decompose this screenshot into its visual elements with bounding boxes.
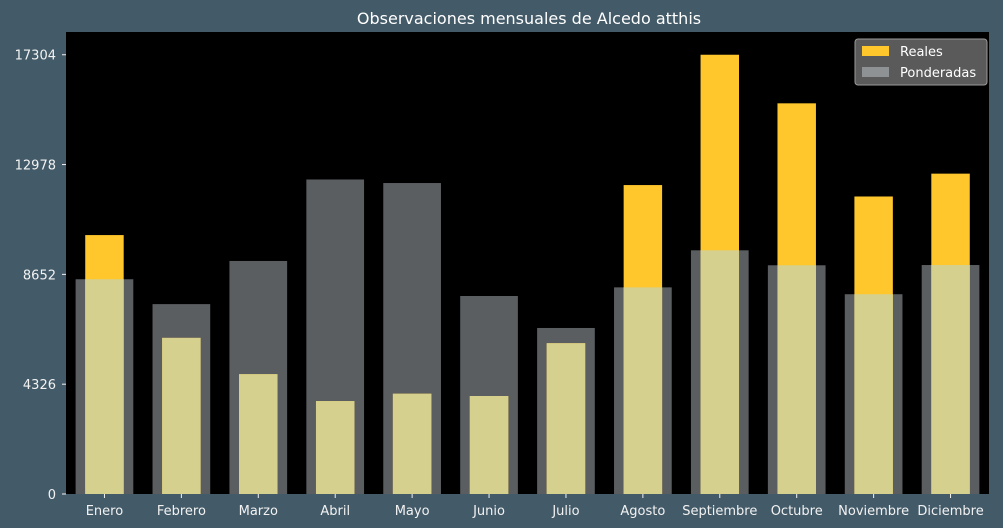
bar-overlap-6 [546,343,586,494]
x-tick-label-4: Mayo [395,504,430,519]
x-tick-label-9: Octubre [771,504,823,519]
bar-overlap-5 [469,396,509,494]
y-tick-label-1: 4326 [23,378,56,393]
x-axis: Enero Febrero Marzo Abril Mayo Junio Julio Agos… [86,494,984,519]
legend: Reales Ponderadas [854,38,988,86]
bar-overlap-4 [392,393,432,494]
legend-label-reales: Reales [900,45,943,60]
legend-swatch-ponderadas [862,67,889,77]
x-tick-label-1: Febrero [157,504,206,519]
legend-swatch-reales [862,46,889,56]
bar-overlap-8 [700,250,740,494]
y-tick-label-4: 17304 [15,49,56,64]
legend-label-ponderadas: Ponderadas [900,66,976,81]
x-tick-label-10: Noviembre [838,504,909,519]
bar-overlap-2 [239,374,278,494]
actual-bars [85,54,970,495]
y-tick-label-0: 0 [48,488,56,503]
x-tick-label-3: Abril [320,504,350,519]
x-tick-label-6: Julio [551,504,579,519]
x-tick-label-2: Marzo [239,504,278,519]
x-tick-label-8: Septiembre [682,504,757,519]
x-tick-label-0: Enero [86,504,124,519]
bar-overlap-7 [623,287,663,494]
bar-overlap-11 [931,265,970,494]
y-axis: 0 4326 8652 12978 17304 [15,49,66,503]
bar-overlap-0 [85,279,124,494]
bar-overlap-10 [854,294,893,494]
x-tick-label-5: Junio [472,504,505,519]
x-tick-label-11: Diciembre [917,504,983,519]
y-tick-label-2: 8652 [23,268,56,283]
bar-overlap-3 [315,401,355,494]
x-tick-label-7: Agosto [620,504,665,519]
bar-overlap-1 [162,337,201,494]
plot-area [66,32,989,494]
bar-overlap-9 [777,265,816,494]
chart-title: Observaciones mensuales de Alcedo atthis [357,9,701,28]
y-tick-label-3: 12978 [15,159,56,174]
